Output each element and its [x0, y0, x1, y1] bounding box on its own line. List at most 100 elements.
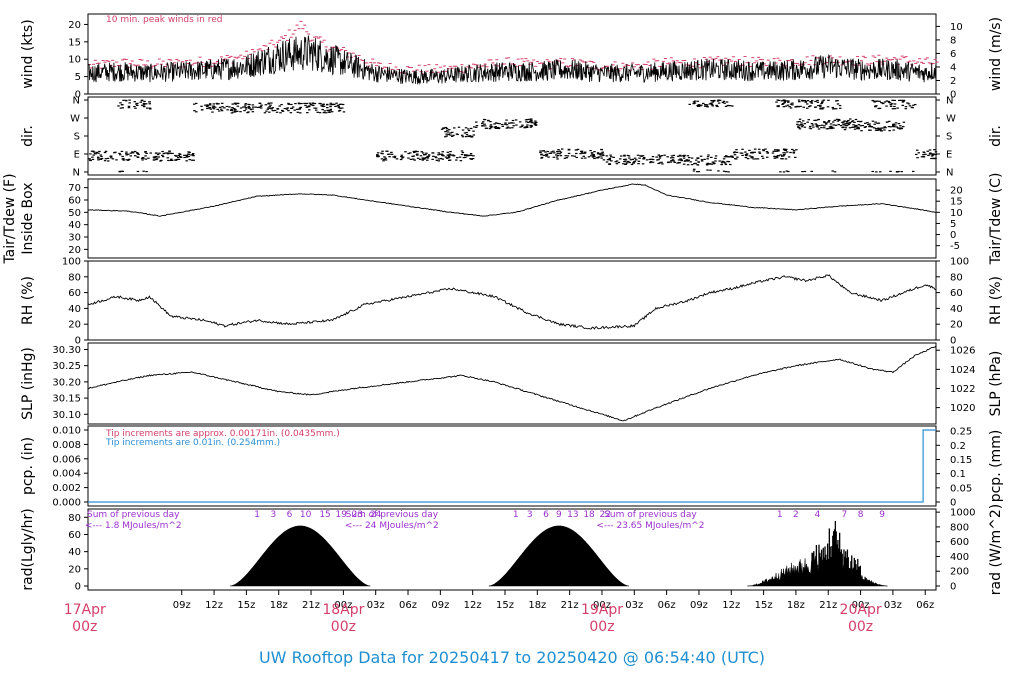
- rad-hour-mark: 18: [583, 510, 595, 520]
- dir-left-tick-label: W: [70, 114, 80, 125]
- dir-left-tick-label: N: [73, 96, 80, 107]
- pcp-left-tick-label: 0.004: [52, 469, 81, 480]
- rad-left-tick-label: 20: [68, 564, 81, 575]
- slp-left-tick-label: 30.30: [52, 345, 81, 356]
- rad-sum-label-line1: Sum of previous day: [346, 510, 439, 520]
- rad-hour-mark: 15: [319, 510, 330, 520]
- rad-hour-mark: 1: [513, 510, 519, 520]
- temp-ylabel-right: Tair/Tdew (C): [988, 173, 1004, 266]
- dir-ylabel: dir.: [20, 125, 36, 147]
- rad-panel-frame: [87, 508, 937, 591]
- rad-hour-mark: 24: [370, 510, 382, 520]
- slp-left-tick-label: 30.15: [52, 394, 81, 405]
- time-tick-label: 09z: [690, 600, 708, 611]
- pcp-annotation-1: Tip increments are approx. 0.00171in. (0…: [105, 429, 340, 439]
- time-tick-label: 03z: [625, 600, 643, 611]
- temp-c-right-tick-label: 20: [950, 186, 963, 197]
- time-tick-label: 12z: [205, 600, 223, 611]
- rh-right-right-tick-label: 80: [950, 272, 963, 283]
- rh-left-tick-label: 20: [68, 320, 81, 331]
- rad-sum-label-line1: Sum of previous day: [604, 510, 697, 520]
- rad-hour-mark: 22: [599, 510, 610, 520]
- wind-ms-right-tick-label: 10: [950, 22, 963, 33]
- day-label-date: 18Apr: [322, 602, 364, 618]
- rad-sum-label-line2: <--- 1.8 MJoules/m^2: [85, 521, 182, 531]
- time-tick-label: 21z: [561, 600, 579, 611]
- wind-left-tick-label: 20: [68, 20, 81, 31]
- rad-day-area: [488, 525, 629, 587]
- rh-left-tick-label: 80: [68, 272, 81, 283]
- temp-left-tick-label: 20: [68, 245, 81, 256]
- time-tick-label: 00z: [334, 600, 352, 611]
- rh-left-tick-label: 100: [62, 257, 81, 268]
- pcp-left-tick-label: 0.002: [52, 483, 81, 494]
- rad-hour-mark: 13: [567, 510, 578, 520]
- dir-right-tick-label: E: [946, 150, 952, 161]
- rh-left-tick-label: 40: [68, 304, 81, 315]
- time-tick-label: 12z: [722, 600, 740, 611]
- wind-left-tick-label: 15: [68, 37, 81, 48]
- dir-left-tick-label: S: [74, 132, 80, 143]
- wind-left-tick-label: 10: [68, 55, 81, 66]
- day-label-hour: 00z: [72, 619, 97, 635]
- pcp-right-tick-label: 0.2: [950, 441, 966, 452]
- dir-right-tick-label: S: [946, 132, 952, 143]
- wind-ms-right-tick-label: 8: [950, 35, 956, 46]
- rad-wm2-right-tick-label: 0: [950, 582, 956, 593]
- temp-panel-frame: [87, 178, 937, 259]
- pcp-right-tick-label: 0.15: [950, 455, 972, 466]
- pcp-annotation-2: Tip increments are 0.01in. (0.254mm.): [105, 438, 280, 448]
- dir-left-tick-label: E: [74, 150, 80, 161]
- day-label-hour: 00z: [331, 619, 356, 635]
- time-tick-label: 18z: [787, 600, 805, 611]
- rad-hour-mark: 19: [335, 510, 347, 520]
- day-label-hour: 00z: [589, 619, 614, 635]
- day-label-date: 17Apr: [64, 602, 106, 618]
- rad-left-tick-label: 40: [68, 547, 81, 558]
- time-tick-label: 12z: [464, 600, 482, 611]
- time-tick-label: 21z: [819, 600, 837, 611]
- wind-ms-right-tick-label: 2: [950, 76, 956, 87]
- rad-hour-mark: 6: [287, 510, 293, 520]
- day-label-date: 19Apr: [581, 602, 623, 618]
- pcp-right-tick-label: 0.05: [950, 483, 972, 494]
- rad-hour-mark: 8: [858, 510, 864, 520]
- pcp-right-tick-label: 0: [950, 498, 956, 509]
- rad-day-area: [230, 525, 371, 587]
- time-tick-label: 03z: [884, 600, 902, 611]
- pcp-left-tick-label: 0.000: [52, 498, 81, 509]
- day-label-date: 20Apr: [840, 602, 882, 618]
- rad-hour-mark: 6: [543, 510, 549, 520]
- pcp-left-tick-label: 0.006: [52, 454, 81, 465]
- dir-right-tick-label: N: [946, 96, 953, 107]
- slp-left-tick-label: 30.25: [52, 361, 81, 372]
- rh-right-right-tick-label: 0: [950, 336, 956, 347]
- slp-ylabel: SLP (inHg): [20, 347, 36, 420]
- rad-sum-label-line1: Sum of previous day: [87, 510, 180, 520]
- temp-ylabel: Tair/Tdew (F): [2, 173, 18, 264]
- temp-ylabel2: Inside Box: [20, 182, 36, 254]
- time-tick-label: 09z: [173, 600, 191, 611]
- rad-hour-mark: 7: [842, 510, 848, 520]
- temp-left-tick-label: 50: [68, 208, 81, 219]
- rad-left-tick-label: 0: [75, 582, 81, 593]
- temp-c-right-tick-label: -5: [950, 241, 960, 252]
- footer-title: UW Rooftop Data for 20250417 to 20250420…: [258, 648, 766, 667]
- rad-wm2-right-tick-label: 400: [950, 552, 969, 563]
- dir-right-tick-label: W: [946, 114, 956, 125]
- rad-hour-mark: 9: [879, 510, 885, 520]
- wind-ms-right-tick-label: 0: [950, 90, 956, 101]
- rad-left-tick-label: 80: [68, 513, 81, 524]
- time-tick-label: 06z: [916, 600, 934, 611]
- rad-ylabel-right: rad (W/m^2): [988, 504, 1004, 595]
- time-tick-label: 00z: [593, 600, 611, 611]
- wind-left-tick-label: 0: [75, 90, 81, 101]
- temp-c-right-tick-label: 10: [950, 208, 963, 219]
- dir-series: [88, 99, 938, 173]
- wind-series: [87, 35, 937, 85]
- wind-ylabel: wind (kts): [20, 19, 36, 88]
- slp-hpa-right-tick-label: 1020: [950, 403, 975, 414]
- rh-right-right-tick-label: 20: [950, 320, 963, 331]
- slp-series: [87, 345, 937, 422]
- rh-left-tick-label: 0: [75, 336, 81, 347]
